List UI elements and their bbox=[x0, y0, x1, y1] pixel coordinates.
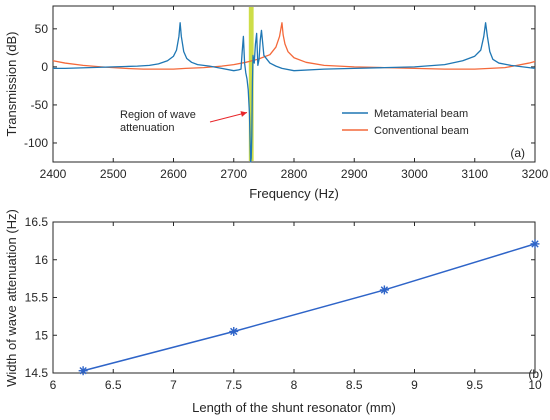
panel-b-series-layer bbox=[78, 239, 540, 376]
legend-label-conventional: Conventional beam bbox=[374, 125, 469, 137]
panel-b-x-tick-label: 9 bbox=[411, 378, 418, 392]
panel-b-y-axis-title: Width of wave attenuation (Hz) bbox=[4, 209, 19, 387]
panel-b-ticks: 6 6.5 7 7.5 8 8.5 9 9.5 10 14.5 15 15.5 16 16.5 bbox=[25, 215, 542, 392]
panel-b-x-tick-label: 10 bbox=[528, 378, 542, 392]
panel-a-x-tick-label: 2800 bbox=[281, 167, 308, 181]
panel-a-x-tick-label: 2600 bbox=[160, 167, 187, 181]
panel-b-x-tick-label: 8 bbox=[291, 378, 298, 392]
data-point-marker bbox=[379, 285, 389, 295]
annotation-label-line-2: attenuation bbox=[120, 122, 174, 134]
attenuation-band-layer bbox=[248, 7, 254, 161]
marker-stroke bbox=[79, 367, 87, 375]
panel-a-x-tick-label: 3200 bbox=[522, 167, 549, 181]
panel-b-y-tick-label: 16 bbox=[35, 253, 49, 267]
panel-b-y-tick-label: 15 bbox=[35, 328, 49, 342]
panel-b-x-tick-label: 7.5 bbox=[225, 378, 242, 392]
series-line-conventional bbox=[52, 22, 536, 70]
panel-a-x-tick-label: 2500 bbox=[100, 167, 127, 181]
legend-label-metamaterial: Metamaterial beam bbox=[374, 108, 468, 120]
panel-b-x-tick-label: 6.5 bbox=[105, 378, 122, 392]
series-line-attenuation-width bbox=[82, 243, 536, 372]
data-point-marker bbox=[229, 326, 239, 336]
panel-a-x-tick-label: 3100 bbox=[461, 167, 488, 181]
panel-b-x-tick-label: 9.5 bbox=[466, 378, 483, 392]
panel-b-label: (b) bbox=[528, 367, 543, 381]
marker-stroke bbox=[531, 240, 539, 248]
panel-a-label: (a) bbox=[510, 146, 525, 160]
panel-a-x-tick-label: 3000 bbox=[401, 167, 428, 181]
panel-a-plot-frame bbox=[52, 5, 536, 163]
panel-b-attenuation-width-chart: 6 6.5 7 7.5 8 8.5 9 9.5 10 14.5 15 15.5 16 16.5 (b) L… bbox=[4, 209, 543, 415]
panel-a-x-tick-label: 2400 bbox=[40, 167, 67, 181]
panel-a-ticks: 2400 2500 2600 2700 2800 2900 3000 3100 3200 -100… bbox=[24, 6, 549, 181]
panel-a-x-axis-title: Frequency (Hz) bbox=[249, 186, 339, 201]
panel-a-transmission-chart: 2400 2500 2600 2700 2800 2900 3000 3100 3200 -100… bbox=[4, 5, 549, 201]
annotation-group: Region of wave attenuation bbox=[120, 109, 248, 134]
panel-b-y-tick-label: 14.5 bbox=[25, 366, 49, 380]
attenuation-region-band bbox=[248, 7, 254, 161]
data-point-marker bbox=[530, 239, 540, 249]
annotation-arrow-head bbox=[240, 111, 248, 117]
panel-a-x-tick-label: 2700 bbox=[220, 167, 247, 181]
series-line-metamaterial bbox=[53, 22, 536, 163]
panel-a-series-layer bbox=[52, 22, 536, 163]
panel-b-x-tick-label: 7 bbox=[170, 378, 177, 392]
panel-b-y-tick-label: 16.5 bbox=[25, 215, 49, 229]
panel-a-x-tick-label: 2900 bbox=[341, 167, 368, 181]
panel-b-y-tick-label: 15.5 bbox=[25, 291, 49, 305]
panel-b-x-axis-title: Length of the shunt resonator (mm) bbox=[192, 400, 396, 415]
panel-a-y-tick-label: 50 bbox=[35, 22, 49, 36]
data-point-marker bbox=[78, 366, 88, 376]
panel-a-y-axis-title: Transmission (dB) bbox=[4, 32, 19, 137]
panel-a-y-tick-label: -50 bbox=[31, 98, 49, 112]
marker-stroke bbox=[380, 286, 389, 294]
annotation-label-line-1: Region of wave bbox=[120, 109, 196, 121]
panel-a-y-tick-label: -100 bbox=[24, 136, 48, 150]
panel-b-plot-frame bbox=[52, 221, 536, 374]
panel-b-x-tick-label: 6 bbox=[50, 378, 57, 392]
annotation-arrow-line bbox=[209, 112, 248, 123]
panel-a-legend: Metamaterial beam Conventional beam bbox=[342, 108, 469, 137]
panel-a-y-tick-label: 0 bbox=[41, 60, 48, 74]
marker-stroke bbox=[230, 327, 238, 336]
panel-b-x-tick-label: 8.5 bbox=[346, 378, 363, 392]
